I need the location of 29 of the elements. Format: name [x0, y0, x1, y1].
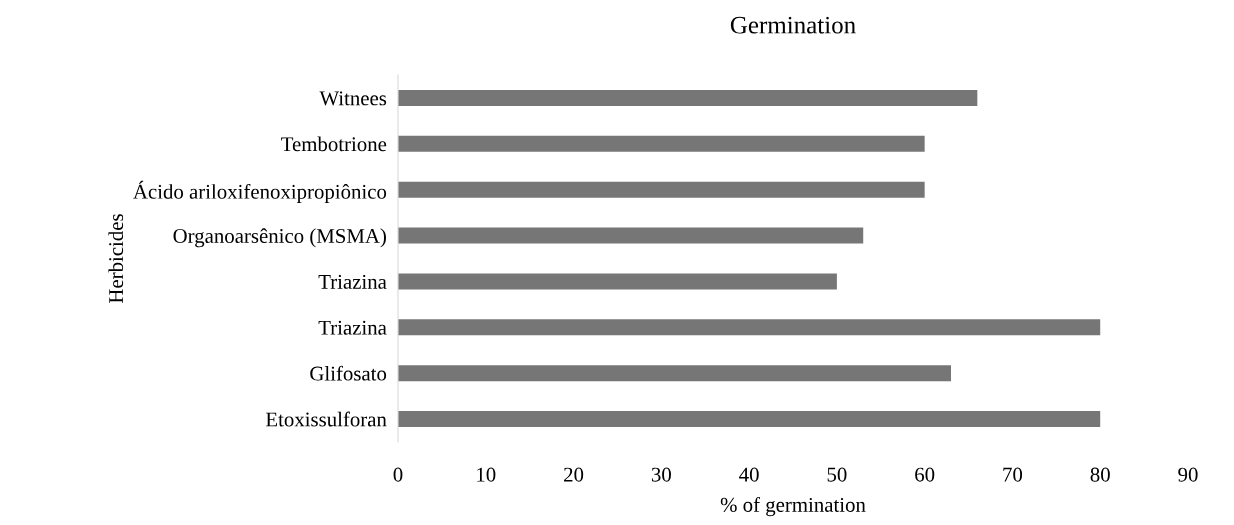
bar: [398, 273, 837, 290]
y-tick-label: Ácido ariloxifenoxipropiônico: [133, 180, 387, 204]
x-tick-label: 90: [1178, 467, 1198, 482]
bar: [398, 411, 1101, 428]
bar: [398, 365, 951, 382]
x-tick-label: 0: [393, 467, 403, 482]
x-axis-title: % of germination: [720, 497, 866, 517]
y-tick-label: Triazina: [318, 274, 387, 289]
y-tick-label: Tembotrione: [281, 136, 387, 152]
y-tick-label: Etoxissulforan: [265, 411, 387, 427]
x-tick-label: 10: [477, 467, 496, 482]
bar: [398, 89, 978, 106]
bar: [398, 181, 925, 198]
x-tick-label: 40: [739, 467, 759, 482]
y-tick-label: Triazina: [318, 320, 387, 335]
bar: [398, 319, 1101, 336]
x-tick-label: 60: [915, 467, 935, 482]
x-tick-label: 30: [651, 467, 671, 482]
x-tick-label: 80: [1090, 467, 1110, 482]
y-tick-label: Glifosato: [310, 365, 387, 381]
y-tick-label: Witnees: [319, 91, 387, 106]
x-tick-label: 50: [827, 467, 847, 482]
x-tick-label: 70: [1003, 467, 1023, 482]
bar: [398, 227, 864, 244]
bar: [398, 135, 925, 152]
y-axis-title: Herbicides: [108, 214, 124, 304]
chart-title: Germination: [730, 16, 856, 34]
x-tick-label: 20: [564, 467, 584, 482]
y-tick-label: Organoarsênico (MSMA): [173, 228, 386, 248]
